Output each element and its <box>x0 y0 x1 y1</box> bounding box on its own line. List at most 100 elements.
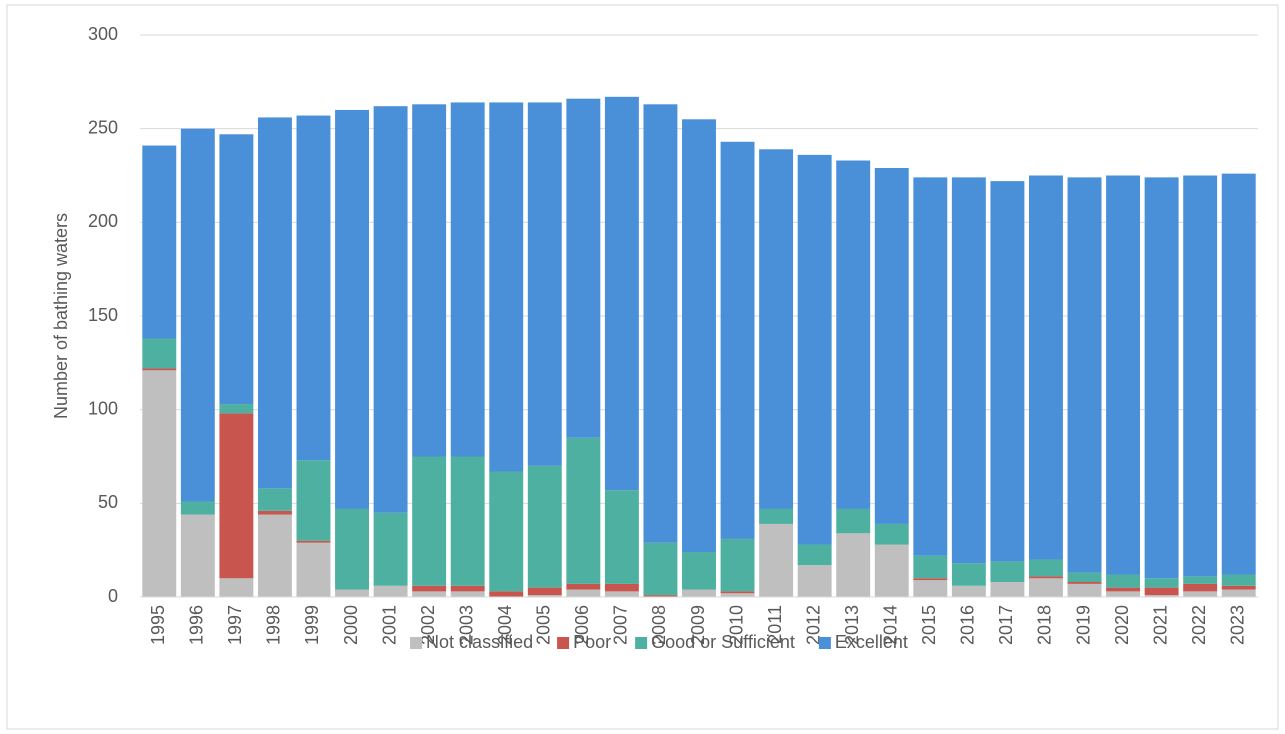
bar-segment <box>682 119 716 553</box>
x-tick-label: 2023 <box>1227 605 1247 645</box>
bar-segment <box>335 508 369 590</box>
bar-segment <box>1221 589 1256 597</box>
x-tick-label: 2017 <box>996 605 1016 645</box>
x-tick-label: 2006 <box>572 605 592 645</box>
y-tick-label: 300 <box>88 24 118 44</box>
legend-label: Good or Sufficient <box>651 632 795 652</box>
x-tick-label: 1999 <box>302 605 322 645</box>
bar-segment <box>682 552 716 590</box>
bar-segment <box>296 115 331 461</box>
bar-segment <box>296 540 331 543</box>
x-tick-label: 2010 <box>726 605 746 645</box>
bar-segment <box>797 565 832 597</box>
x-tick-label: 1998 <box>264 605 284 645</box>
y-tick-label: 250 <box>88 117 118 137</box>
bar-segment <box>489 102 524 472</box>
x-tick-label: 2003 <box>456 605 476 645</box>
bar-segment <box>604 591 639 597</box>
bar-segment <box>1067 572 1102 583</box>
bar-segment <box>913 177 948 556</box>
bar-segment <box>566 589 601 597</box>
x-tick-label: 2014 <box>881 605 901 645</box>
bar-segment <box>643 104 678 543</box>
x-tick-label: 2000 <box>341 605 361 645</box>
bar-segment <box>720 538 755 592</box>
x-tick-label: 2002 <box>418 605 438 645</box>
bar-segment <box>566 437 601 584</box>
bar-segment <box>257 514 292 597</box>
bar-segment <box>1029 559 1063 577</box>
bar-segment <box>450 102 485 457</box>
bar-segment <box>1029 175 1063 560</box>
bar-segment <box>990 582 1025 597</box>
x-tick-label: 2004 <box>495 605 515 645</box>
y-tick-label: 200 <box>88 211 118 231</box>
bar-segment <box>759 508 794 524</box>
y-tick-label: 0 <box>108 586 118 606</box>
bar-segment <box>527 595 562 597</box>
legend-swatch <box>818 637 831 649</box>
bar-segment <box>1029 578 1063 597</box>
x-tick-label: 2015 <box>919 605 939 645</box>
bar-segment <box>913 578 948 581</box>
bar-segment <box>219 413 254 579</box>
bar-segment <box>1183 175 1218 577</box>
bar-segment <box>527 587 562 596</box>
y-tick-label: 150 <box>88 305 118 325</box>
bar-segment <box>373 106 408 513</box>
bar-segment <box>951 563 986 586</box>
bar-segment <box>874 523 909 545</box>
bar-segment <box>874 168 909 524</box>
bar-segment <box>335 589 369 597</box>
bar-segment <box>759 149 794 509</box>
x-tick-label: 1995 <box>148 605 168 645</box>
bar-segment <box>1067 583 1102 597</box>
legend-label: Not classified <box>426 632 533 652</box>
bar-segment <box>412 456 447 586</box>
bar-segment <box>1221 173 1256 575</box>
bar-segment <box>836 160 871 509</box>
bar-segment <box>720 591 755 594</box>
bar-segment <box>373 512 408 586</box>
bar-segment <box>990 561 1025 583</box>
x-tick-label: 2018 <box>1035 605 1055 645</box>
bar-segment <box>1067 177 1102 573</box>
bar-segment <box>913 555 948 579</box>
bar-segment <box>604 490 639 584</box>
bar-segment <box>1067 582 1102 584</box>
bar-segment <box>489 591 524 597</box>
bar-segment <box>1144 177 1179 579</box>
bar-segment <box>566 98 601 438</box>
bar-segment <box>1144 587 1179 596</box>
bar-segment <box>180 501 215 515</box>
bar-segment <box>527 102 562 466</box>
bar-segment <box>1106 587 1141 592</box>
bar-segment <box>257 117 292 489</box>
chart-frame <box>6 4 1279 730</box>
bar-segment <box>142 338 177 369</box>
x-tick-label: 2021 <box>1150 605 1170 645</box>
bar-segment <box>913 580 948 597</box>
bar-segment <box>412 585 447 592</box>
bar-segment <box>450 591 485 597</box>
bar-segment <box>836 533 871 597</box>
bar-segment <box>450 585 485 592</box>
bar-segment <box>604 583 639 592</box>
bar-segment <box>180 128 215 502</box>
bar-segment <box>219 578 254 597</box>
bar-segment <box>797 154 832 545</box>
bar-segment <box>1183 576 1218 584</box>
x-tick-label: 2022 <box>1189 605 1209 645</box>
bar-segment <box>257 510 292 515</box>
bar-segment <box>643 542 678 596</box>
bar-segment <box>1106 591 1141 597</box>
bar-segment <box>180 514 215 597</box>
x-tick-label: 2012 <box>803 605 823 645</box>
bar-segment <box>257 488 292 511</box>
bar-segment <box>797 544 832 566</box>
bar-segment <box>720 593 755 597</box>
bar-segment <box>566 583 601 590</box>
bar-segment <box>682 589 716 597</box>
bar-segment <box>1106 574 1141 588</box>
